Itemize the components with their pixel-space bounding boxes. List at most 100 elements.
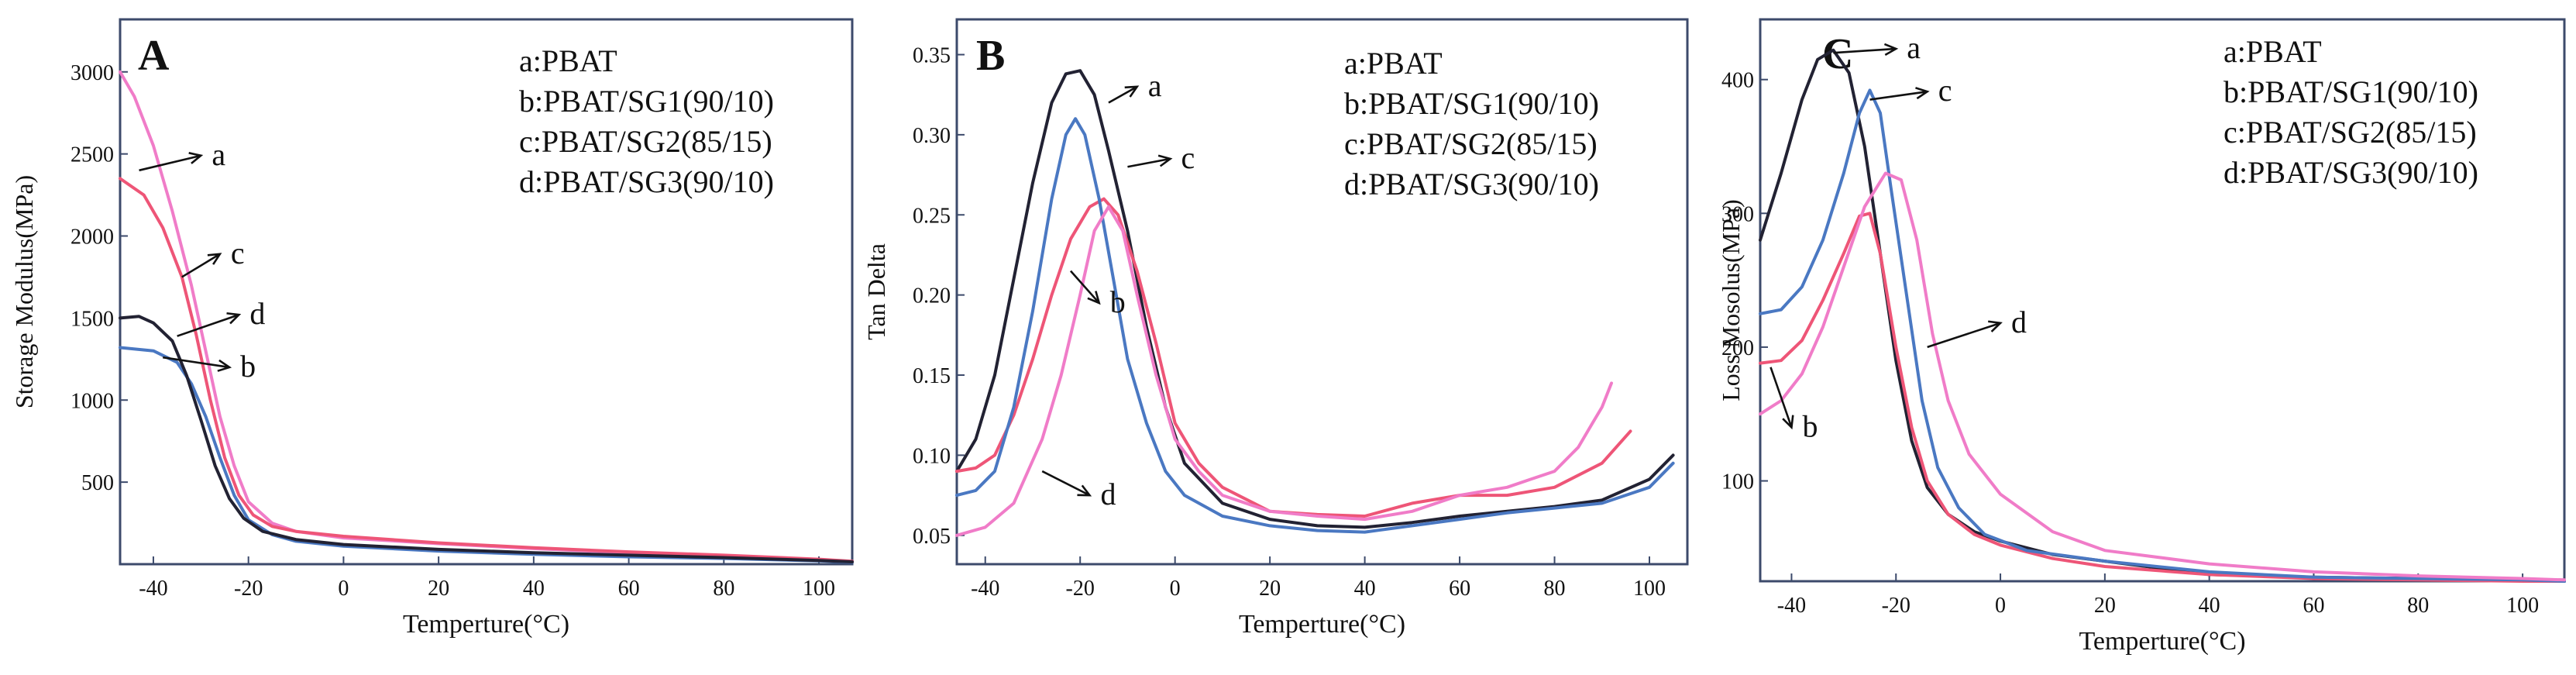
panel-c-plot-frame bbox=[1759, 18, 2566, 583]
annotation-arrow bbox=[1041, 470, 1092, 497]
annotation-label: a bbox=[212, 137, 225, 172]
y-tick-label: 100 bbox=[1721, 470, 1754, 494]
annotation-label: a bbox=[1148, 68, 1162, 103]
x-tick-label: -40 bbox=[1777, 594, 1806, 618]
annotation-label: b bbox=[1802, 408, 1818, 443]
x-axis-label: Temperture(°C) bbox=[403, 610, 569, 639]
y-tick-label: 0.10 bbox=[913, 444, 951, 468]
annotation-arrow bbox=[1769, 367, 1794, 430]
x-axis-label: Temperture(°C) bbox=[1239, 610, 1405, 639]
x-tick-label: 60 bbox=[1449, 577, 1470, 601]
y-tick-label: 1000 bbox=[71, 389, 114, 413]
legend-entry: b:PBAT/SG1(90/10) bbox=[2223, 74, 2478, 109]
series-d-line bbox=[955, 205, 1613, 537]
panel-c: -40 -20 0 20 40 60 80 100 100 200 300 400 Temperture… bbox=[1717, 18, 2566, 656]
annotation-label: c bbox=[1181, 140, 1195, 175]
legend-entry: c:PBAT/SG2(85/15) bbox=[2223, 115, 2477, 150]
x-tick-label: 60 bbox=[618, 577, 640, 601]
x-tick-label: 20 bbox=[2094, 594, 2116, 618]
y-tick-label: 0.25 bbox=[913, 204, 951, 228]
legend-entry: d:PBAT/SG3(90/10) bbox=[519, 164, 774, 199]
legend-entry: c:PBAT/SG2(85/15) bbox=[1344, 126, 1598, 161]
panel-label: A bbox=[138, 32, 170, 80]
legend-entry: c:PBAT/SG2(85/15) bbox=[519, 124, 772, 159]
annotation-label: c bbox=[1938, 73, 1952, 108]
annotation-label: c bbox=[231, 236, 245, 270]
annotation-arrow bbox=[181, 253, 222, 278]
annotation-label: b bbox=[240, 349, 256, 384]
y-axis-label: Tan Delta bbox=[862, 243, 890, 340]
series-c-line bbox=[955, 117, 1675, 534]
y-tick-label: 0.35 bbox=[913, 43, 951, 67]
annotation-arrow bbox=[139, 152, 204, 172]
legend-entry: a:PBAT bbox=[1344, 46, 1443, 81]
x-tick-label: 80 bbox=[2407, 594, 2429, 618]
annotation-arrow bbox=[1927, 320, 2003, 349]
annotation-arrow bbox=[1069, 270, 1101, 305]
panel-a: -40 -20 0 20 40 60 80 100 500 1000 1500 2000 2500 300… bbox=[10, 18, 854, 639]
x-tick-label: 60 bbox=[2303, 594, 2324, 618]
series-b-line bbox=[955, 197, 1632, 518]
x-tick-label: -20 bbox=[234, 577, 263, 601]
y-tick-label: 0.05 bbox=[913, 525, 951, 549]
x-tick-label: 20 bbox=[1259, 577, 1281, 601]
annotation-arrow bbox=[1869, 87, 1930, 101]
legend-entry: a:PBAT bbox=[519, 43, 617, 78]
y-tick-label: 300 bbox=[1721, 202, 1754, 226]
x-tick-label: -40 bbox=[139, 577, 167, 601]
series-c-line bbox=[1759, 88, 2566, 583]
panel-b-plot-frame bbox=[955, 18, 1689, 566]
x-tick-label: 80 bbox=[713, 577, 734, 601]
annotation-arrow bbox=[1127, 154, 1173, 168]
annotation-label: a bbox=[1907, 30, 1921, 65]
annotation-label: d bbox=[249, 296, 265, 331]
x-axis-label: Temperture(°C) bbox=[2079, 627, 2245, 656]
legend-entry: d:PBAT/SG3(90/10) bbox=[1344, 167, 1599, 201]
x-tick-label: 0 bbox=[338, 577, 349, 601]
x-tick-label: 100 bbox=[2506, 594, 2539, 618]
annotation-arrow bbox=[1108, 85, 1140, 104]
annotation-label: b bbox=[1110, 284, 1126, 319]
panel-b: -40 -20 0 20 40 60 80 100 0.05 0.10 0.15 0.20 0.25 0.… bbox=[862, 18, 1689, 639]
annotation-arrow bbox=[177, 312, 242, 337]
annotation-label: d bbox=[2011, 305, 2027, 339]
annotation-arrow bbox=[163, 356, 232, 372]
x-tick-label: 80 bbox=[1544, 577, 1566, 601]
legend-entry: a:PBAT bbox=[2223, 34, 2322, 69]
legend-entry: d:PBAT/SG3(90/10) bbox=[2223, 155, 2478, 190]
y-tick-label: 1500 bbox=[71, 307, 114, 331]
annotation-label: d bbox=[1100, 477, 1116, 511]
y-tick-label: 2500 bbox=[71, 143, 114, 167]
x-tick-label: -20 bbox=[1066, 577, 1095, 601]
series-c-line bbox=[119, 177, 854, 563]
y-tick-label: 3000 bbox=[71, 61, 114, 85]
series-d-line bbox=[119, 315, 854, 563]
y-tick-label: 0.20 bbox=[913, 284, 951, 308]
x-tick-label: 40 bbox=[1354, 577, 1376, 601]
y-tick-label: 500 bbox=[81, 471, 114, 495]
legend-entry: b:PBAT/SG1(90/10) bbox=[519, 84, 774, 119]
x-tick-label: 100 bbox=[1633, 577, 1666, 601]
x-tick-label: 0 bbox=[1995, 594, 2006, 618]
y-tick-label: 0.30 bbox=[913, 124, 951, 148]
y-tick-label: 200 bbox=[1721, 336, 1754, 360]
y-tick-label: 0.15 bbox=[913, 364, 951, 388]
panel-a-plot-frame bbox=[119, 18, 854, 566]
y-axis-label: Loss Mosolus(MPa) bbox=[1717, 199, 1745, 401]
panel-label: B bbox=[976, 32, 1005, 80]
series-b-line bbox=[1759, 212, 2566, 583]
annotation-arrow bbox=[1833, 43, 1899, 56]
x-tick-label: 40 bbox=[2199, 594, 2220, 618]
x-tick-label: -40 bbox=[971, 577, 999, 601]
legend-entry: b:PBAT/SG1(90/10) bbox=[1344, 86, 1599, 121]
x-tick-label: 0 bbox=[1170, 577, 1181, 601]
y-tick-label: 400 bbox=[1721, 69, 1754, 93]
series-d-line bbox=[1759, 171, 2566, 582]
y-tick-label: 2000 bbox=[71, 226, 114, 250]
x-tick-label: -20 bbox=[1882, 594, 1911, 618]
y-axis-label: Storage Modulus(MPa) bbox=[10, 175, 38, 408]
x-tick-label: 100 bbox=[803, 577, 835, 601]
x-tick-label: 40 bbox=[523, 577, 545, 601]
x-tick-label: 20 bbox=[428, 577, 449, 601]
